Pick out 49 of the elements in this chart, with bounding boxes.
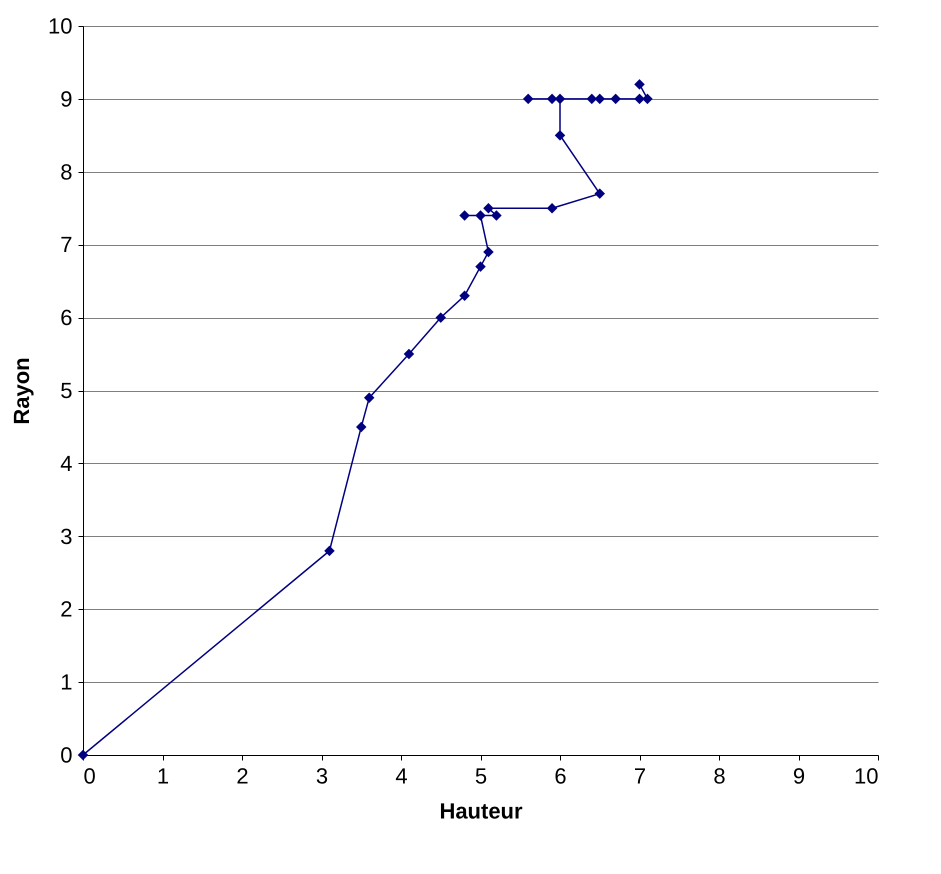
point — [546, 94, 558, 104]
point — [554, 130, 566, 141]
point — [436, 312, 446, 323]
x-axis-title: Hauteur — [439, 798, 523, 824]
x-tick-label: 3 — [316, 764, 328, 788]
x-tick-label: 1 — [156, 764, 170, 788]
point — [491, 210, 502, 221]
point — [554, 94, 566, 104]
point — [404, 348, 414, 360]
y-tick-label: 9 — [60, 86, 72, 112]
y-tick-label: 1 — [60, 670, 72, 695]
y-tick-label: 7 — [60, 232, 72, 258]
point — [324, 546, 335, 556]
point — [634, 94, 645, 104]
point — [459, 290, 470, 301]
y-tick-label: 3 — [60, 524, 72, 549]
point — [594, 94, 605, 104]
y-tick-label: 10 — [48, 14, 72, 38]
point — [634, 79, 645, 90]
point — [483, 246, 494, 258]
y-tick-label: 4 — [60, 450, 72, 476]
x-tick-label: 7 — [634, 764, 646, 788]
y-tick-label: 6 — [60, 305, 72, 330]
point — [483, 203, 494, 214]
point — [522, 94, 534, 104]
x-tick-label: 0 — [84, 764, 96, 788]
x-tick-label: 10 — [854, 764, 878, 788]
point — [475, 210, 486, 221]
point — [459, 210, 470, 221]
point — [586, 94, 598, 104]
point — [594, 188, 605, 199]
y-tick-label: 8 — [60, 159, 72, 184]
x-tick-label: 6 — [554, 764, 567, 788]
point — [642, 94, 653, 104]
point — [356, 422, 366, 432]
x-tick-label: 5 — [474, 764, 488, 788]
x-tick-label: 2 — [236, 764, 249, 788]
y-tick-label: 5 — [60, 378, 72, 403]
x-tick-label: 8 — [713, 764, 726, 788]
y-axis-title: Rayon — [9, 357, 34, 425]
point — [610, 94, 621, 104]
point — [78, 750, 88, 760]
x-tick-label: 9 — [792, 764, 806, 788]
x-tick-label: 4 — [395, 764, 408, 788]
point — [364, 392, 374, 404]
y-tick-label: 0 — [60, 742, 72, 768]
point — [546, 203, 558, 214]
point — [475, 261, 486, 272]
y-tick-label: 2 — [60, 596, 72, 622]
